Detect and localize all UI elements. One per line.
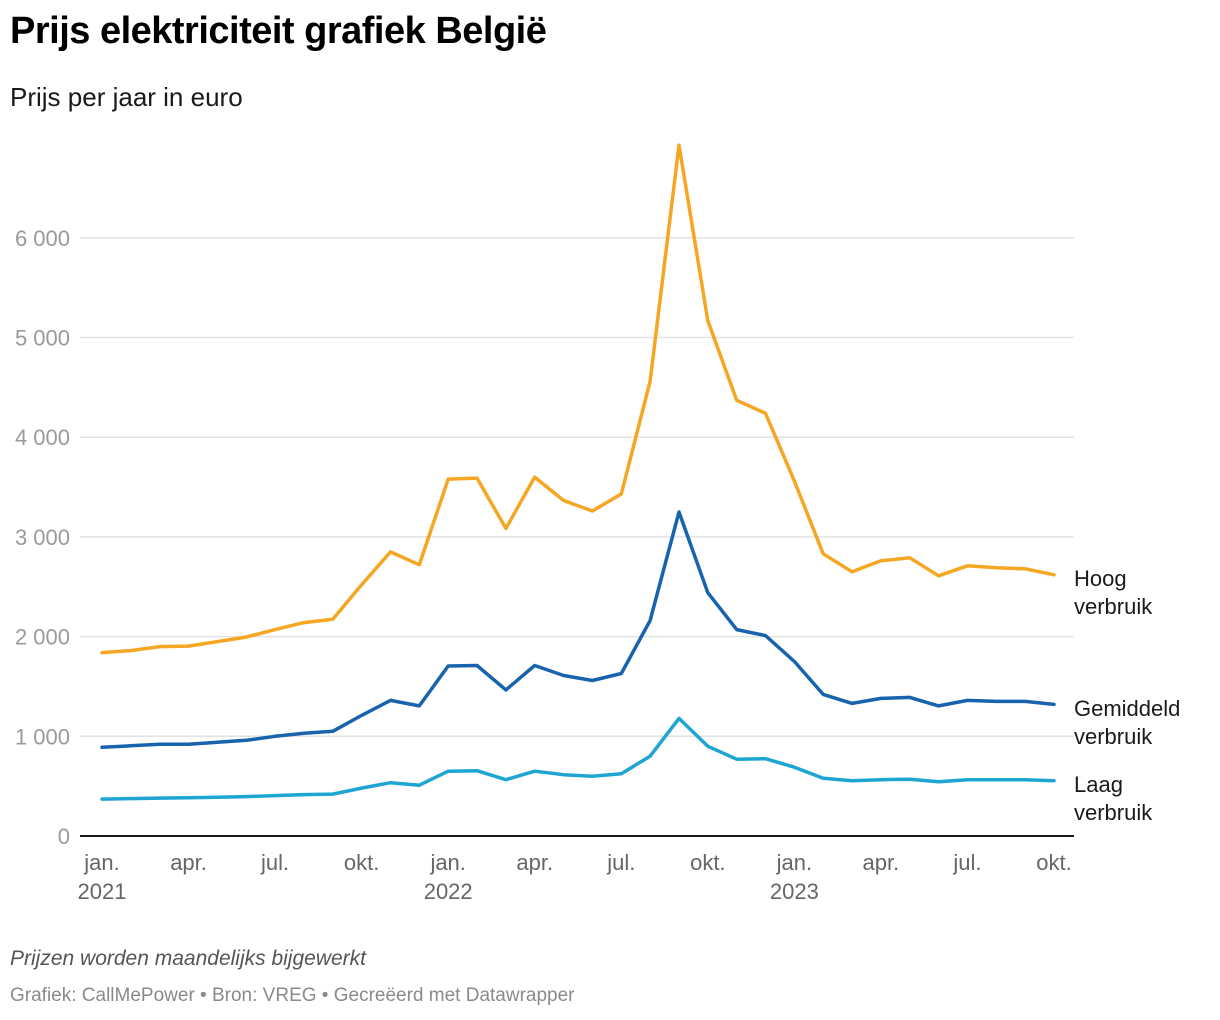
chart-subtitle: Prijs per jaar in euro <box>10 82 243 112</box>
series-label: Gemiddeld <box>1074 696 1180 721</box>
y-tick-label: 1 000 <box>15 724 70 749</box>
x-tick-label: okt. <box>1036 850 1071 875</box>
x-tick-label: jul. <box>952 850 981 875</box>
x-tick-label: okt. <box>690 850 725 875</box>
x-tick-label: apr. <box>170 850 207 875</box>
gridlines <box>80 237 1074 837</box>
series-line-gemiddeld-verbruik <box>100 510 1056 750</box>
x-tick-label: jul. <box>606 850 635 875</box>
series-label: verbruik <box>1074 724 1153 749</box>
source-credit: Grafiek: CallMePower • Bron: VREG • Gecr… <box>10 985 575 1006</box>
y-axis-ticks: 0 1 000 2 000 3 000 4 000 5 000 6 000 <box>15 226 70 849</box>
y-tick-label: 4 000 <box>15 425 70 450</box>
x-tick-label: jan. <box>776 850 812 875</box>
y-tick-label: 5 000 <box>15 326 70 351</box>
x-tick-label: apr. <box>863 850 900 875</box>
y-tick-label: 3 000 <box>15 525 70 550</box>
series-label: Laag <box>1074 772 1123 797</box>
x-tick-year: 2023 <box>770 879 819 904</box>
series-label: verbruik <box>1074 800 1153 825</box>
x-tick-label: jan. <box>83 850 119 875</box>
x-axis-ticks: jan. 2021 apr. jul. okt. jan. 2022 apr. jul. okt.… <box>78 850 1072 904</box>
chart-title: Prijs elektriciteit grafiek België <box>10 10 547 52</box>
y-tick-label: 2 000 <box>15 625 70 650</box>
series-labels: Hoog verbruik Gemiddeld verbruik Laag verbrui… <box>1074 566 1180 825</box>
x-tick-year: 2021 <box>78 879 127 904</box>
x-tick-year: 2022 <box>424 879 473 904</box>
x-tick-label: jul. <box>260 850 289 875</box>
series-label: Hoog <box>1074 566 1127 591</box>
series-line-hoog-verbruik <box>100 143 1056 655</box>
series-label: verbruik <box>1074 594 1153 619</box>
update-note: Prijzen worden maandelijks bijgewerkt <box>10 947 366 970</box>
x-tick-label: jan. <box>429 850 465 875</box>
x-tick-label: apr. <box>516 850 553 875</box>
series-lines <box>100 143 1056 801</box>
y-tick-label: 0 <box>58 824 70 849</box>
x-tick-label: okt. <box>344 850 379 875</box>
y-tick-label: 6 000 <box>15 226 70 251</box>
series-line-laag-verbruik <box>100 716 1056 801</box>
